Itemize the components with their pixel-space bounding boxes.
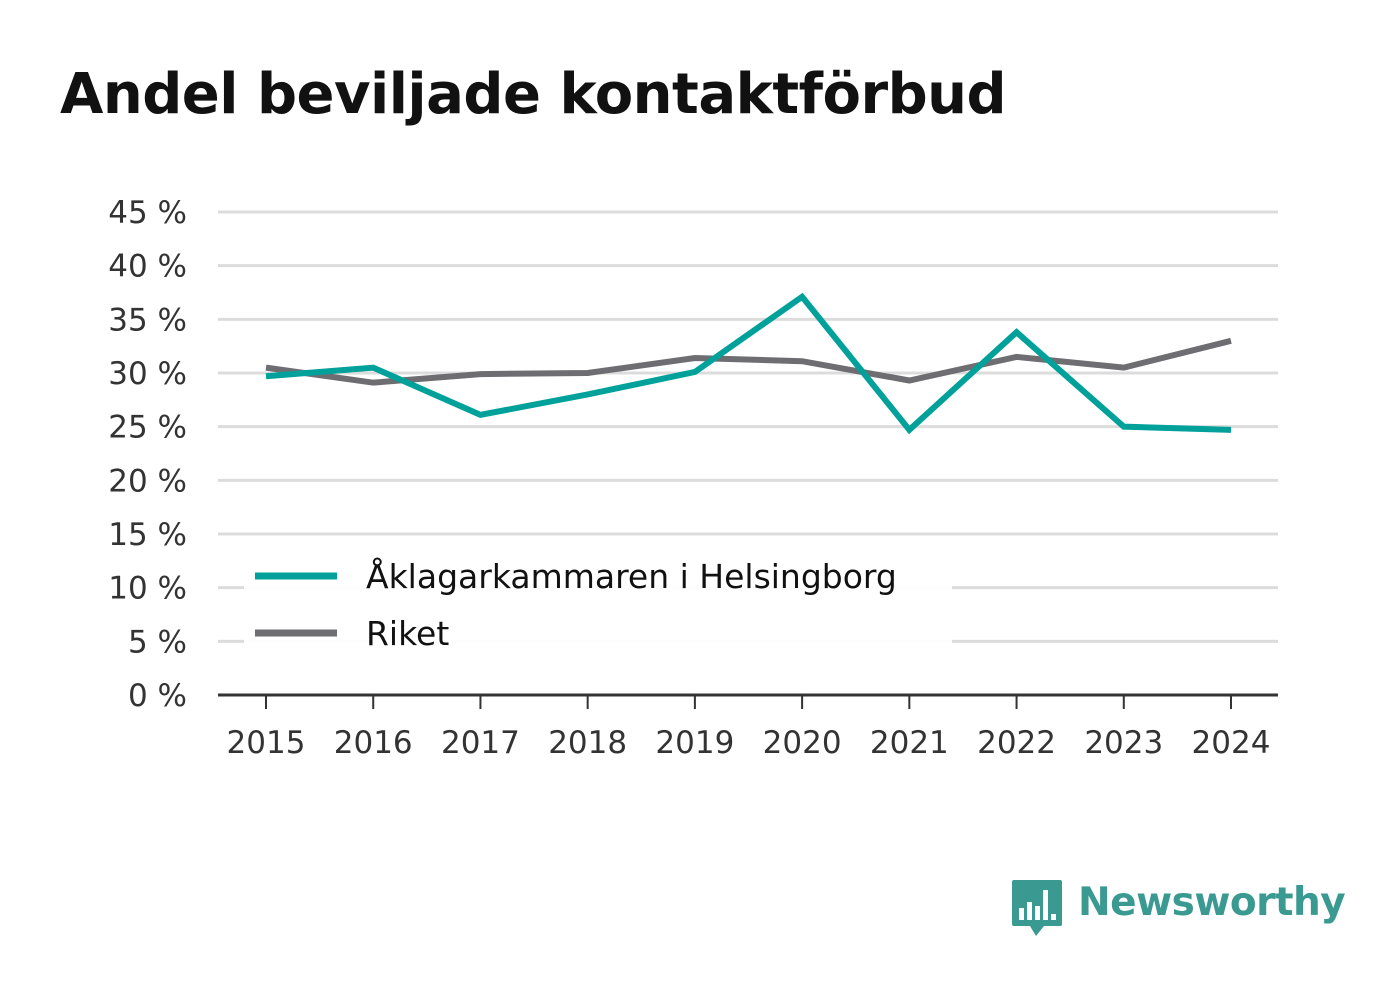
series-lines [265, 292, 1232, 435]
x-tick-label: 2024 [1192, 725, 1271, 761]
x-tick-label: 2021 [870, 725, 949, 761]
x-tick-label: 2017 [441, 725, 520, 761]
x-tick-label: 2023 [1084, 725, 1163, 761]
y-tick-label: 10 % [108, 571, 187, 607]
y-tick-label: 0 % [128, 678, 187, 714]
legend-label: Riket [366, 614, 449, 653]
series-line [265, 337, 1232, 386]
legend: Åklagarkammaren i Helsingborg Riket [244, 546, 952, 664]
newsworthy-logo-icon [1012, 880, 1062, 936]
x-tick-label: 2018 [548, 725, 627, 761]
series-line [265, 292, 1232, 435]
newsworthy-logo: Newsworthy [1010, 878, 1346, 940]
y-tick-label: 5 % [128, 624, 187, 660]
x-tick-label: 2019 [655, 725, 734, 761]
x-tick-label: 2015 [227, 725, 306, 761]
y-tick-label: 40 % [108, 249, 187, 285]
x-tick-label: 2016 [334, 725, 413, 761]
brand-name: Newsworthy [1078, 880, 1346, 925]
y-tick-label: 20 % [108, 463, 187, 499]
page-title: Andel beviljade kontaktförbud [60, 62, 1007, 127]
y-tick-label: 25 % [108, 410, 187, 446]
y-axis-ticks: 0 % 5 % 10 % 15 % 20 % 25 % 30 % 35 % 40 % 45 % [108, 195, 187, 714]
x-axis-ticks: 2015 2016 2017 2018 2019 2020 2021 2022 2023 2024 [227, 695, 1271, 761]
x-tick-label: 2022 [977, 725, 1056, 761]
y-tick-label: 15 % [108, 517, 187, 553]
y-tick-label: 30 % [108, 356, 187, 392]
y-tick-label: 35 % [108, 302, 187, 338]
legend-background [244, 546, 952, 664]
y-tick-label: 45 % [108, 195, 187, 231]
x-tick-label: 2020 [763, 725, 842, 761]
legend-label: Åklagarkammaren i Helsingborg [366, 556, 897, 596]
